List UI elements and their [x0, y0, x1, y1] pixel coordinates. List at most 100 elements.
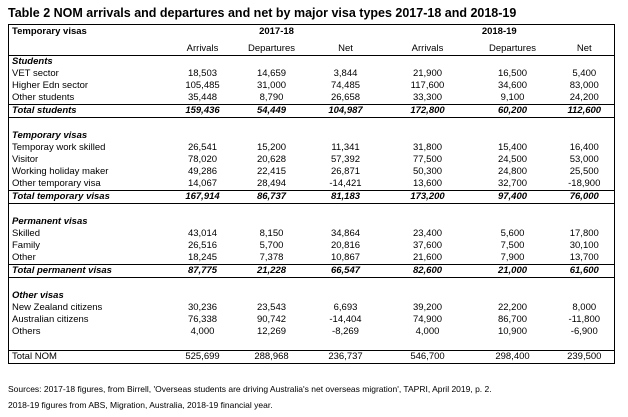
cell: 61,600 — [554, 264, 616, 278]
source-note: Sources: 2017-18 figures, from Birrell, … — [8, 384, 492, 394]
cell: 239,500 — [554, 350, 616, 364]
cell: 53,000 — [554, 154, 616, 166]
column-header: Departures — [470, 39, 555, 56]
data-row: Total temporary visas 167,914 86,737 81,183… — [8, 190, 616, 204]
row-label: Family — [8, 240, 169, 252]
cell: 23,400 — [412, 228, 443, 239]
cell: 105,485 — [185, 80, 220, 91]
data-row: Temporay work skilled 26,541 15,200 11,341 3… — [8, 142, 616, 154]
cell: 7,900 — [500, 252, 525, 263]
cell: 30,236 — [187, 302, 218, 313]
cell: 43,014 — [187, 228, 218, 239]
cell: 16,500 — [497, 68, 528, 79]
column-header: Net — [306, 39, 385, 56]
cell: 11,341 — [331, 142, 360, 153]
cell: 14,659 — [256, 68, 287, 79]
section-heading-row: Temporary visas — [8, 130, 616, 142]
cell: 97,400 — [470, 190, 555, 204]
cell: 32,700 — [497, 178, 528, 189]
cell: 26,541 — [187, 142, 218, 153]
cell: 15,400 — [497, 142, 528, 153]
cell: 4,000 — [415, 326, 440, 337]
cell: 3,844 — [333, 68, 358, 79]
data-row: Other temporary visa 14,067 28,494 -14,421 1… — [8, 178, 616, 191]
spacer-row — [7, 203, 616, 216]
cell: 236,737 — [306, 350, 385, 364]
cell: -14,404 — [329, 314, 362, 325]
data-row: Others 4,000 12,269 -8,269 4,000 10,900 -6,900 — [8, 326, 616, 338]
source-note: 2018-19 figures from ABS, Migration, Aus… — [8, 400, 273, 410]
section-heading-row: Students — [8, 55, 616, 68]
cell: 25,500 — [554, 166, 616, 178]
cell: 5,700 — [259, 240, 284, 251]
cell: 22,200 — [497, 302, 528, 313]
row-label: Working holiday maker — [8, 166, 169, 178]
cell: -6,900 — [554, 326, 616, 338]
row-label: Total NOM — [8, 350, 169, 364]
data-row: Total permanent visas 87,775 21,228 66,547 8… — [8, 264, 616, 278]
data-row: Working holiday maker 49,286 22,415 26,871 5… — [8, 166, 616, 178]
cell: 76,000 — [554, 190, 616, 204]
cell: 34,600 — [497, 80, 528, 91]
cell: -8,269 — [332, 326, 359, 337]
row-label: Total students — [8, 104, 169, 118]
table-title: Table 2 NOM arrivals and departures and … — [8, 6, 517, 20]
cell: 66,547 — [306, 264, 385, 278]
row-label: Others — [8, 326, 169, 338]
spacer-row — [7, 277, 616, 290]
spacer-row — [7, 338, 616, 351]
spacer-row — [7, 117, 616, 130]
cell: 13,600 — [412, 178, 443, 189]
spacer — [7, 117, 616, 130]
row-label: VET sector — [8, 68, 169, 80]
data-row: VET sector 18,503 14,659 3,844 21,900 16,500 5… — [8, 68, 616, 80]
cell: 86,700 — [497, 314, 528, 325]
cell: 28,494 — [256, 178, 287, 189]
header-row: Arrivals Departures Net Arrivals Departures N… — [8, 39, 616, 56]
cell: 21,228 — [236, 264, 307, 278]
spacer — [7, 277, 616, 290]
cell: 78,020 — [187, 154, 218, 165]
cell: 21,000 — [470, 264, 555, 278]
row-label: Australian citizens — [8, 314, 169, 326]
section-heading: Other visas — [8, 290, 169, 302]
cell: 26,871 — [330, 166, 361, 177]
cell: 87,775 — [168, 264, 237, 278]
data-row: Skilled 43,014 8,150 34,864 23,400 5,600 17,80… — [8, 228, 616, 240]
cell: 546,700 — [384, 350, 471, 364]
cell: 21,600 — [412, 252, 443, 263]
table-body: Temporary visas 2017-18 2018-19 Arrivals Dep… — [7, 24, 616, 364]
cell: 7,378 — [259, 252, 284, 263]
cell: 60,200 — [470, 104, 555, 118]
cell: 10,900 — [497, 326, 528, 337]
cell: 288,968 — [236, 350, 307, 364]
column-header: Arrivals — [384, 39, 471, 56]
cell: 74,900 — [412, 314, 443, 325]
cell: 5,600 — [500, 228, 525, 239]
cell: 4,000 — [190, 326, 215, 337]
cell: 117,600 — [410, 80, 445, 91]
cell: 16,400 — [554, 142, 616, 154]
row-label: Other students — [8, 92, 169, 105]
row-label: Total permanent visas — [8, 264, 169, 278]
cell: 49,286 — [187, 166, 218, 177]
cell: 13,700 — [554, 252, 616, 265]
cell: 104,987 — [306, 104, 385, 118]
header-group: 2018-19 — [384, 24, 616, 39]
row-label: Higher Edn sector — [8, 80, 169, 92]
cell: 15,200 — [256, 142, 287, 153]
cell: 39,200 — [412, 302, 443, 313]
cell: 112,600 — [554, 104, 616, 118]
cell: 8,150 — [259, 228, 284, 239]
cell: 20,816 — [330, 240, 361, 251]
row-label: New Zealand citizens — [8, 302, 169, 314]
cell: 8,000 — [554, 302, 616, 314]
cell: 5,400 — [554, 68, 616, 80]
cell: 90,742 — [256, 314, 287, 325]
cell: 24,200 — [554, 92, 616, 105]
row-label: Total temporary visas — [8, 190, 169, 204]
spacer — [168, 130, 616, 142]
row-label: Visitor — [8, 154, 169, 166]
cell: 31,800 — [412, 142, 443, 153]
